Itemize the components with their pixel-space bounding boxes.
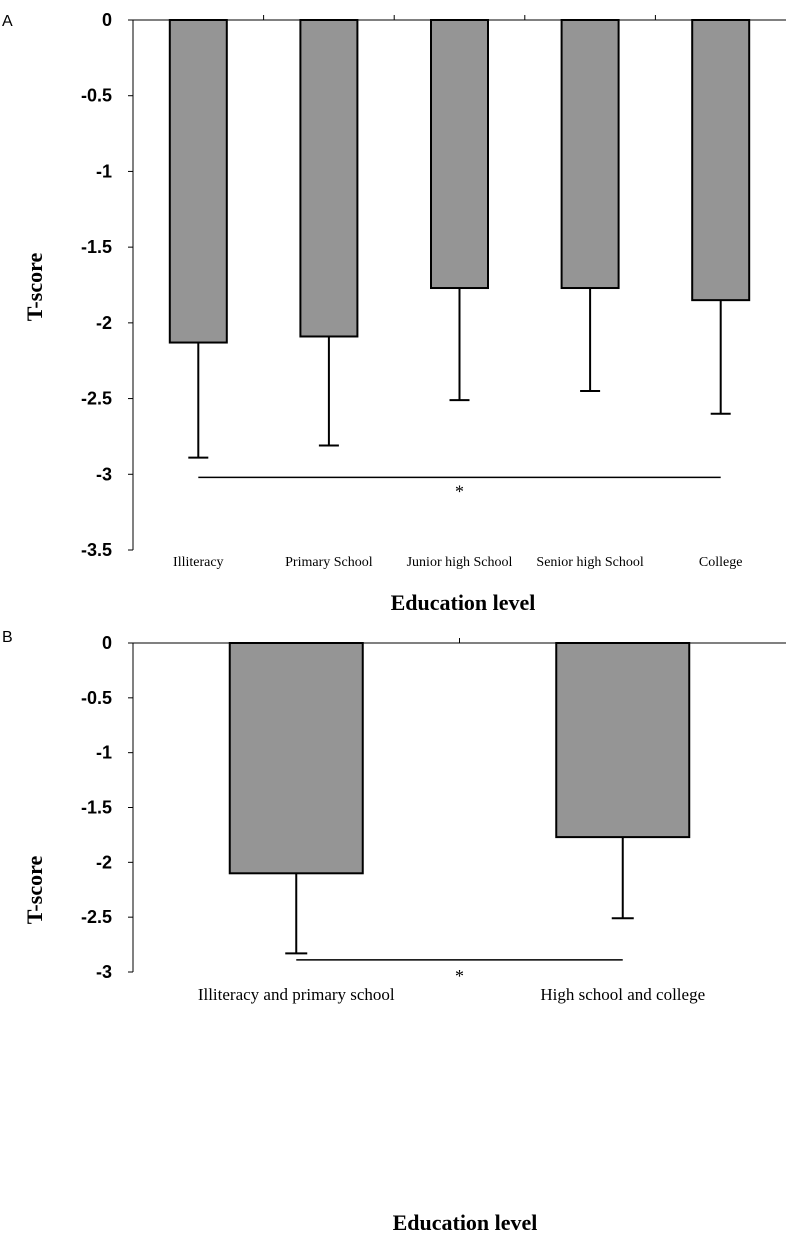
panel-a-bar [430, 19, 489, 290]
panel-b-bar [228, 642, 364, 875]
panel-a-bar [560, 19, 620, 290]
panel-a-y-tick-label: -1.5 [81, 237, 112, 257]
panel-b-x-axis-title: Education level [393, 1210, 538, 1235]
panel-a-category-label: Illiteracy [173, 555, 224, 570]
panel-a-significance-mark: * [455, 481, 464, 501]
panel-a-y-tick-label: 0 [102, 10, 112, 30]
panel-b-chart: B T-score Education level 0 -0.5 -1 -1.5 -2 -… [2, 629, 786, 1235]
panel-b-bar [555, 642, 691, 839]
panel-b-y-tick-label: -2 [96, 852, 112, 872]
panel-a-bar [299, 19, 359, 338]
panel-a-category-label: Junior high School [407, 555, 513, 570]
panel-a-y-tick-label: -3.5 [81, 540, 112, 560]
panel-a-y-tick-label: -2.5 [81, 389, 112, 409]
panel-b-category-label: High school and college [540, 985, 705, 1004]
panel-b-y-tick-label: -0.5 [81, 688, 112, 708]
panel-b-y-tick-label: -3 [96, 962, 112, 982]
panel-a-chart: A T-score Education level 0 -0.5 -1 -1.5 -2 -… [2, 10, 786, 615]
panel-b-y-tick-label: 0 [102, 633, 112, 653]
panel-a-y-tick-label: -1 [96, 161, 112, 181]
panel-a-y-tick-label: -0.5 [81, 86, 112, 106]
panel-a-category-label: Senior high School [536, 555, 643, 570]
panel-a-y-axis-title: T-score [22, 253, 47, 322]
panel-b-significance-mark: * [455, 966, 464, 986]
panel-a-y-tick-label: -3 [96, 464, 112, 484]
panel-b-y-tick-label: -1.5 [81, 798, 112, 818]
panel-b-label: B [2, 629, 13, 646]
panel-a-x-axis-title: Education level [391, 590, 536, 615]
panel-a-bar [691, 19, 751, 302]
panel-a-bar [168, 19, 228, 344]
panel-b-y-tick-label: -2.5 [81, 907, 112, 927]
panel-b-y-axis-title: T-score [22, 856, 47, 925]
panel-b-y-tick-label: -1 [96, 743, 112, 763]
panel-a-y-tick-label: -2 [96, 313, 112, 333]
panel-a-label: A [2, 13, 13, 30]
panel-b-category-label: Illiteracy and primary school [198, 985, 395, 1004]
panel-a-category-label: Primary School [285, 555, 373, 570]
panel-a-category-label: College [699, 555, 743, 570]
